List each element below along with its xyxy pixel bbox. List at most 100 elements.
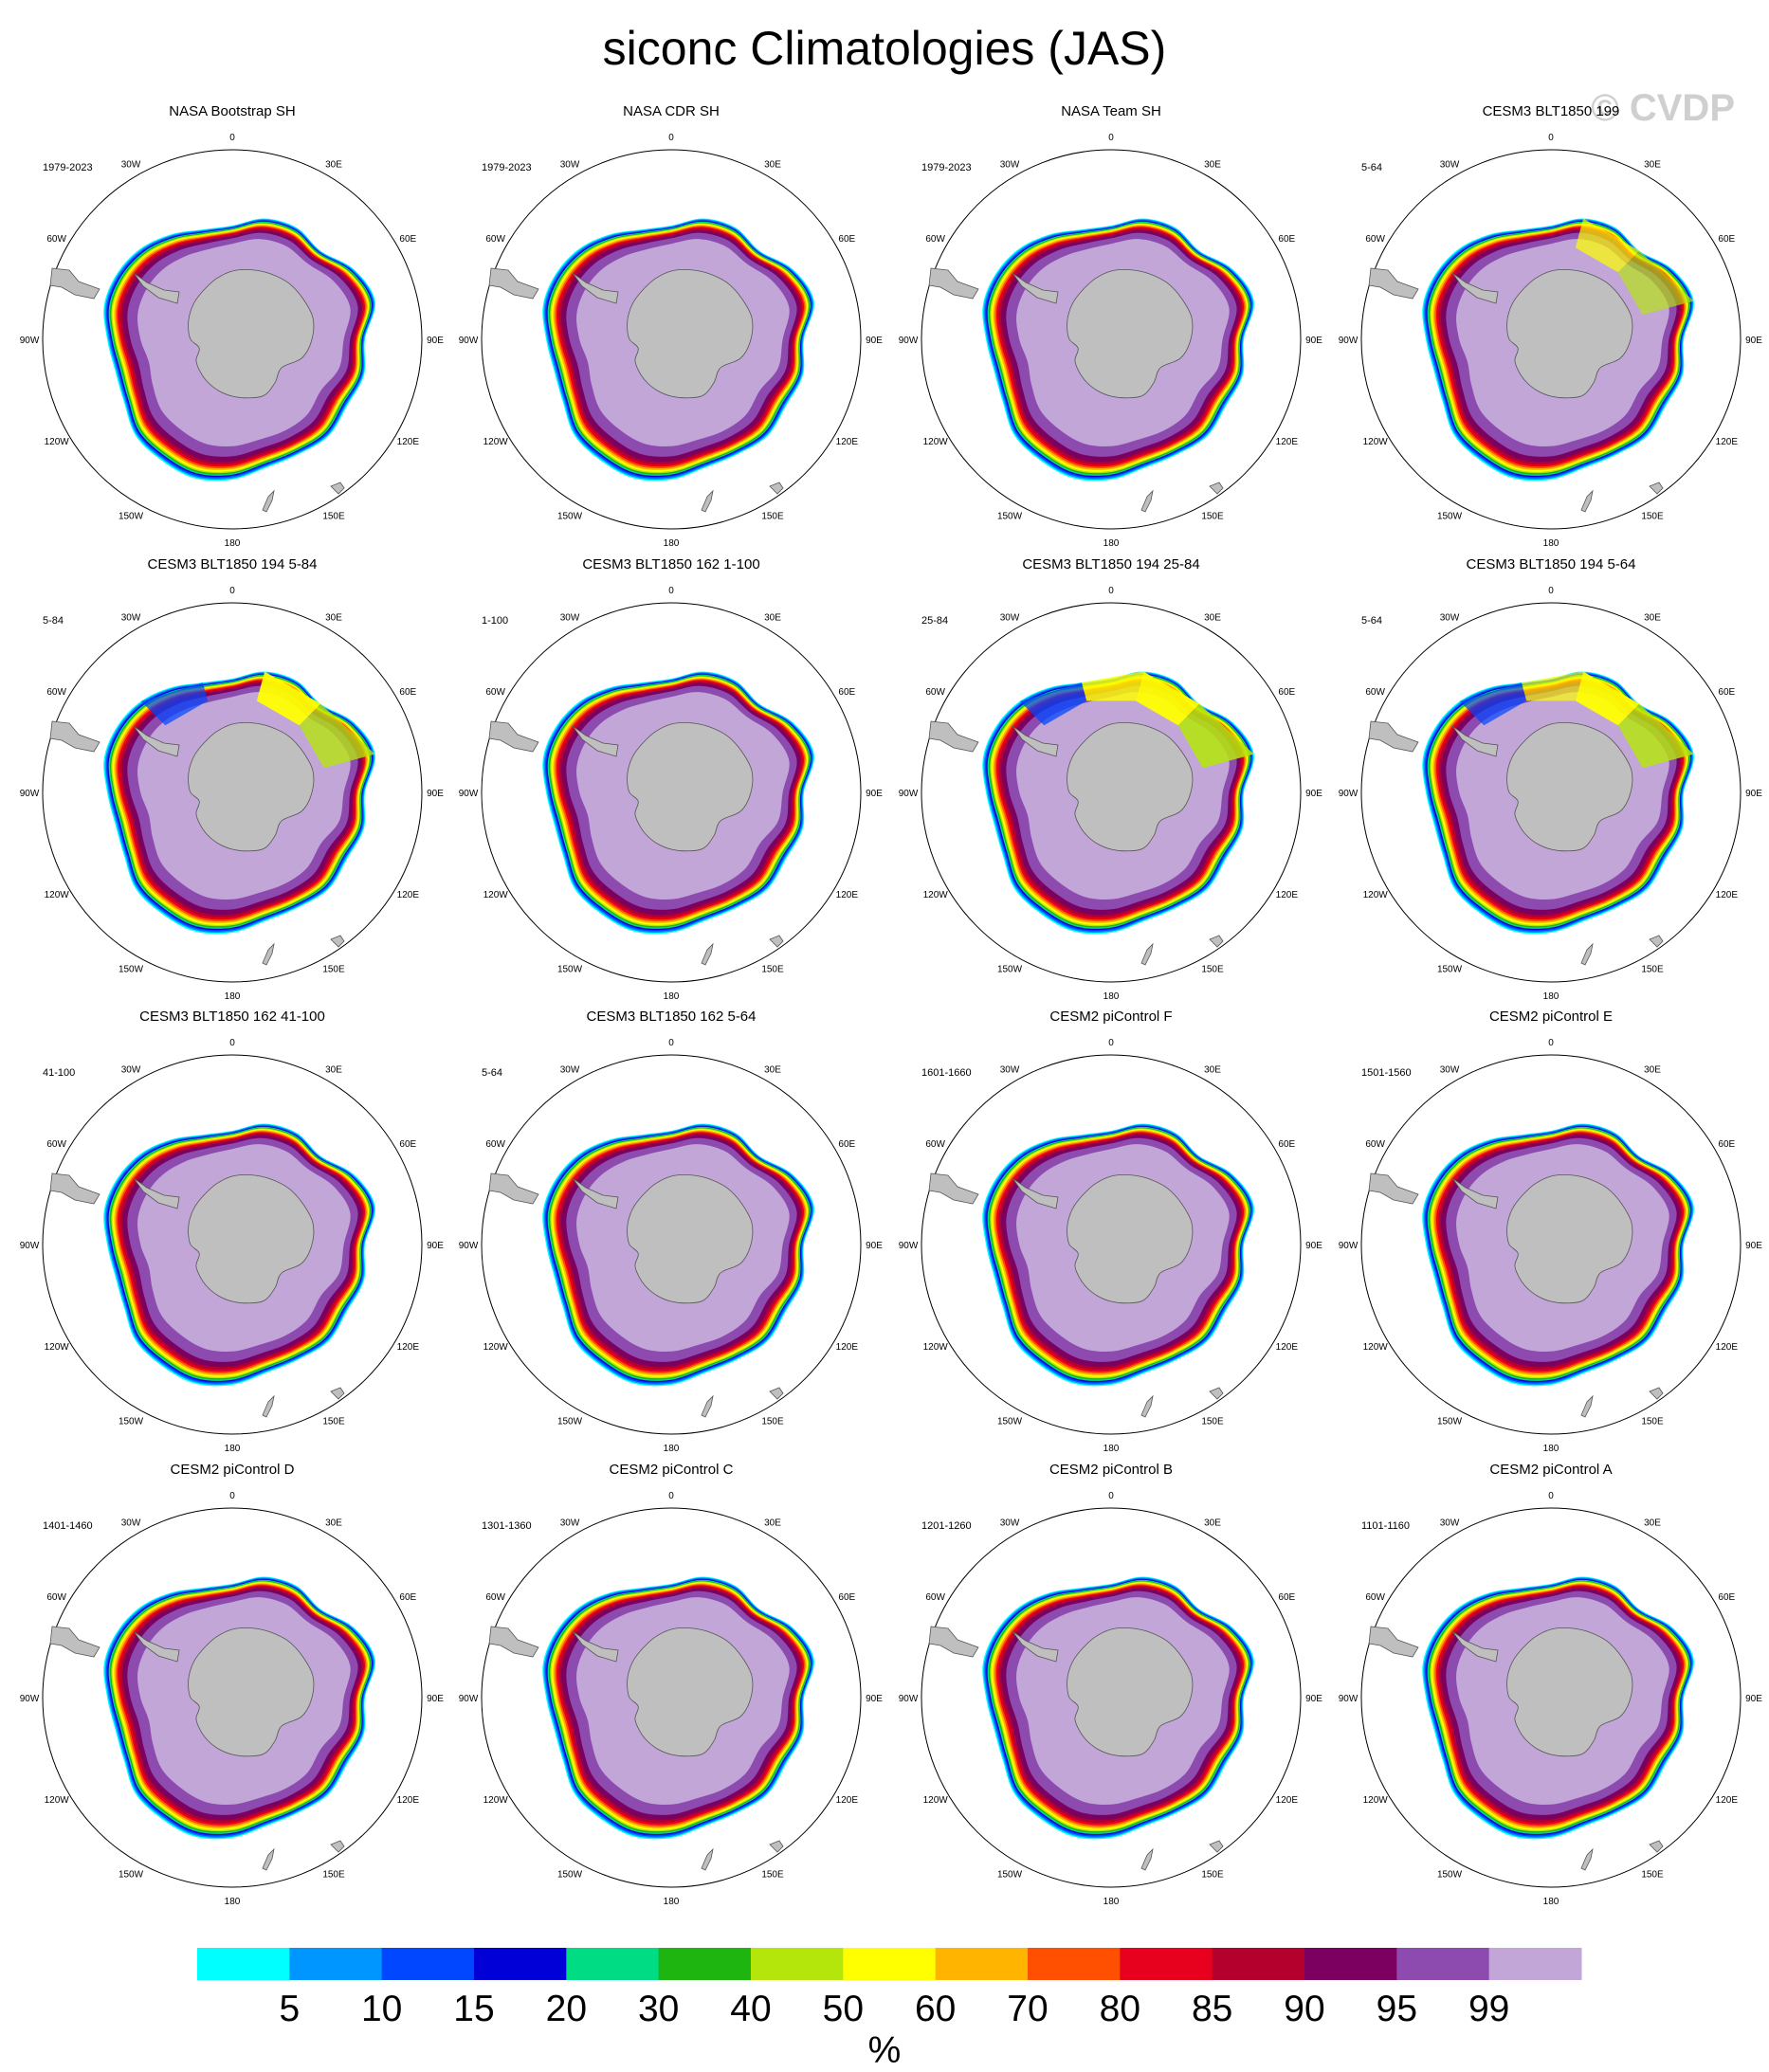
antarctic-peninsula: [572, 1177, 619, 1209]
tasmania-landmass: [769, 1840, 784, 1853]
longitude-label: 30W: [560, 1518, 580, 1529]
longitude-label: 30W: [121, 1065, 141, 1076]
new-zealand-landmass: [262, 489, 275, 513]
longitude-label: 90E: [1305, 1694, 1322, 1704]
south-america-landmass: [928, 1626, 979, 1658]
tasmania-landmass: [330, 935, 345, 948]
longitude-label: 90E: [1745, 1241, 1762, 1251]
map-panel: 0 30E 60E 90E 120E 150E 180 150W 120W 90W 60W 30W CE…: [20, 556, 445, 1002]
longitude-label: 150E: [1201, 1869, 1224, 1880]
longitude-label: 30W: [1440, 1065, 1460, 1076]
longitude-label: 30E: [325, 1518, 342, 1529]
longitude-label: 90E: [866, 789, 883, 799]
panel-year-range: 5-64: [1361, 162, 1382, 173]
longitude-label: 30W: [1000, 1065, 1020, 1076]
tasmania-landmass: [330, 1387, 345, 1400]
longitude-label: 90E: [427, 1694, 444, 1704]
new-zealand-landmass: [701, 489, 714, 513]
longitude-label: 60W: [925, 1139, 945, 1150]
colorbar-tick-label: 95: [1377, 1989, 1417, 2029]
longitude-label: 150E: [1201, 964, 1224, 974]
new-zealand-landmass: [262, 1847, 275, 1871]
longitude-label: 30E: [1644, 613, 1661, 624]
panel-year-range: 1101-1160: [1361, 1520, 1410, 1532]
colorbar-tick-label: 30: [638, 1989, 679, 2029]
colorbar-tick-label: 10: [361, 1989, 402, 2029]
longitude-label: 0: [668, 586, 674, 596]
longitude-label: 0: [1548, 1491, 1554, 1501]
longitude-label: 90E: [427, 336, 444, 346]
tasmania-landmass: [330, 482, 345, 495]
longitude-label: 90W: [1339, 336, 1359, 346]
longitude-label: 30W: [1000, 160, 1020, 171]
panel-year-range: 5-84: [43, 615, 64, 627]
longitude-label: 30E: [1644, 1065, 1661, 1076]
longitude-label: 120W: [483, 1342, 509, 1353]
longitude-label: 150W: [119, 511, 144, 521]
longitude-label: 90W: [20, 1694, 40, 1704]
longitude-label: 120E: [1276, 437, 1299, 447]
panel-year-range: 1201-1260: [921, 1520, 972, 1532]
colorbar-swatch: [1304, 1948, 1397, 1980]
longitude-label: 150W: [1437, 964, 1463, 974]
longitude-label: 90E: [1745, 336, 1762, 346]
longitude-label: 60W: [1365, 234, 1385, 245]
antarctica-landmass: [627, 268, 754, 399]
antarctica-landmass: [1506, 721, 1633, 852]
longitude-label: 60W: [925, 234, 945, 245]
antarctic-peninsula: [1012, 1177, 1059, 1209]
colorbar-tick-label: 85: [1192, 1989, 1232, 2029]
panel-title: NASA Bootstrap SH: [169, 103, 295, 119]
longitude-label: 120E: [397, 1342, 420, 1353]
antarctica-landmass: [188, 1173, 315, 1304]
longitude-label: 90W: [899, 336, 919, 346]
longitude-label: 0: [229, 1038, 235, 1048]
reduced-ice-sector: [1019, 682, 1087, 726]
reduced-ice-sector: [1177, 703, 1254, 769]
panel-title: CESM2 piControl E: [1489, 1009, 1613, 1025]
longitude-label: 90W: [899, 1694, 919, 1704]
longitude-label: 150W: [997, 964, 1023, 974]
tasmania-landmass: [1649, 1840, 1664, 1853]
map-panel: 0 30E 60E 90E 120E 150E 180 150W 120W 90W 60W 30W CE…: [899, 556, 1323, 1002]
panel-title: CESM2 piControl D: [171, 1462, 295, 1478]
longitude-label: 180: [1103, 991, 1120, 1002]
longitude-label: 120W: [45, 1795, 70, 1806]
longitude-label: 0: [229, 133, 235, 143]
reduced-ice-sector: [1617, 703, 1694, 769]
longitude-label: 150W: [1437, 1869, 1463, 1880]
longitude-label: 0: [1108, 586, 1114, 596]
map-panel: 0 30E 60E 90E 120E 150E 180 150W 120W 90W 60W 30W CE…: [459, 1009, 884, 1454]
colorbar-tick-label: 60: [915, 1989, 956, 2029]
longitude-label: 180: [664, 1444, 680, 1454]
longitude-label: 180: [1103, 1897, 1120, 1907]
longitude-label: 60E: [399, 1139, 416, 1150]
longitude-label: 90W: [20, 1241, 40, 1251]
longitude-label: 0: [668, 133, 674, 143]
south-america-landmass: [1368, 1172, 1419, 1205]
antarctic-peninsula: [1012, 725, 1059, 757]
panel-title: CESM2 piControl F: [1049, 1009, 1172, 1025]
longitude-label: 180: [1543, 991, 1559, 1002]
longitude-label: 30W: [121, 160, 141, 171]
longitude-label: 30W: [1000, 1518, 1020, 1529]
longitude-label: 30W: [1440, 160, 1460, 171]
longitude-label: 120W: [45, 1342, 70, 1353]
longitude-label: 150W: [1437, 511, 1463, 521]
antarctica-landmass: [1067, 268, 1194, 399]
longitude-label: 120W: [483, 437, 509, 447]
panel-year-range: 41-100: [43, 1067, 75, 1079]
longitude-label: 30E: [764, 613, 781, 624]
colorbar-swatch: [1212, 1948, 1305, 1980]
colorbar-swatch: [1488, 1948, 1582, 1980]
panel-year-range: 1401-1460: [43, 1520, 93, 1532]
longitude-label: 120W: [483, 1795, 509, 1806]
longitude-label: 0: [1108, 133, 1114, 143]
longitude-label: 60E: [1718, 234, 1735, 245]
longitude-label: 150E: [1641, 1869, 1664, 1880]
longitude-label: 60E: [838, 687, 855, 698]
longitude-label: 60W: [1365, 1592, 1385, 1603]
longitude-label: 120E: [1716, 437, 1739, 447]
longitude-label: 150E: [761, 511, 784, 521]
antarctica-landmass: [1067, 1173, 1194, 1304]
